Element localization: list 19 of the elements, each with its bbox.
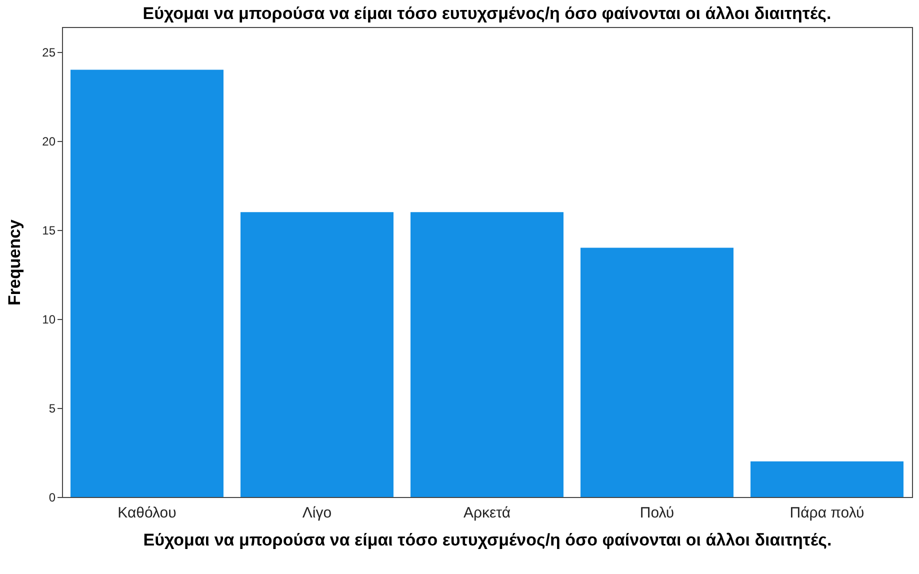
y-tick-label: 0: [48, 490, 56, 504]
x-axis-title: Εύχομαι να μπορούσα να είμαι τόσο ευτυχσμένος/η όσο φαίνονται οι άλλοι διαιτητές.: [143, 530, 832, 550]
x-tick-label: Πολύ: [640, 504, 674, 522]
y-tick-label: 10: [42, 312, 56, 326]
y-tick-label: 25: [42, 45, 56, 60]
bar: [410, 212, 564, 497]
x-tick-label: Λίγο: [302, 504, 332, 522]
bar: [240, 212, 394, 497]
chart-title: Εύχομαι να μπορούσα να είμαι τόσο ευτυχσμένος/η όσο φαίνονται οι άλλοι διαιτητές.: [142, 4, 832, 23]
y-axis-title: Frequency: [5, 218, 24, 306]
bar: [70, 70, 224, 497]
y-tick-label: 20: [42, 134, 56, 148]
x-tick-label: Καθόλου: [118, 504, 176, 522]
bar: [580, 248, 734, 497]
y-tick-label: 15: [42, 223, 56, 238]
y-tick-label: 5: [48, 401, 56, 416]
bar: [750, 461, 904, 497]
x-tick-label: Αρκετά: [463, 504, 511, 522]
x-tick-label: Πάρα πολύ: [790, 504, 864, 522]
